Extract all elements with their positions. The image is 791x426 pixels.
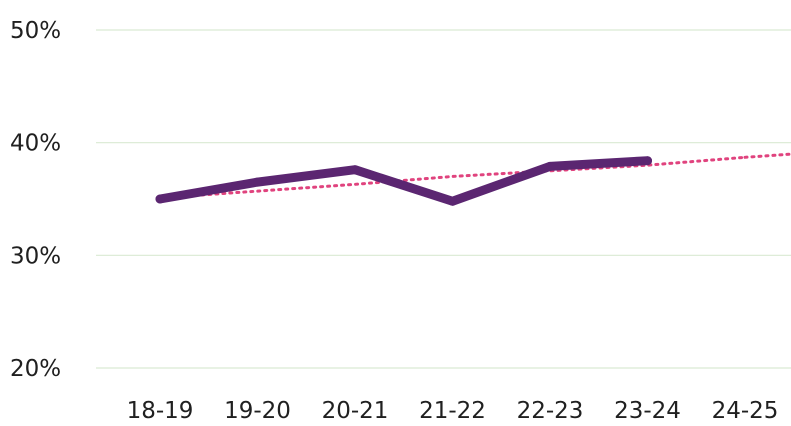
- y-tick-label: 50%: [10, 18, 61, 44]
- trendline-extension: [743, 152, 791, 159]
- y-tick-label: 20%: [10, 356, 61, 382]
- gridlines: [96, 29, 791, 369]
- y-tick-label: 30%: [10, 243, 61, 269]
- x-tick-label: 21-22: [419, 398, 486, 424]
- y-axis-ticks: 20% 30% 40% 50%: [10, 18, 61, 382]
- x-tick-label: 18-19: [127, 398, 194, 424]
- x-tick-label: 20-21: [322, 398, 389, 424]
- x-axis-ticks: 18-19 19-20 20-21 21-22 22-23 23-24 24-25: [127, 398, 779, 424]
- trendline: [158, 155, 747, 200]
- data-point: [155, 194, 165, 204]
- data-point: [253, 177, 262, 187]
- data-point: [448, 196, 457, 206]
- x-tick-label: 19-20: [224, 398, 291, 424]
- x-tick-label: 22-23: [517, 398, 584, 424]
- y-tick-label: 40%: [10, 131, 61, 157]
- data-point: [643, 156, 652, 166]
- series-layer: [155, 156, 652, 206]
- data-point: [545, 161, 555, 171]
- series-line-1: [155, 156, 652, 206]
- x-tick-label: 23-24: [614, 398, 681, 424]
- data-point: [350, 165, 360, 175]
- x-tick-label: 24-25: [712, 398, 779, 424]
